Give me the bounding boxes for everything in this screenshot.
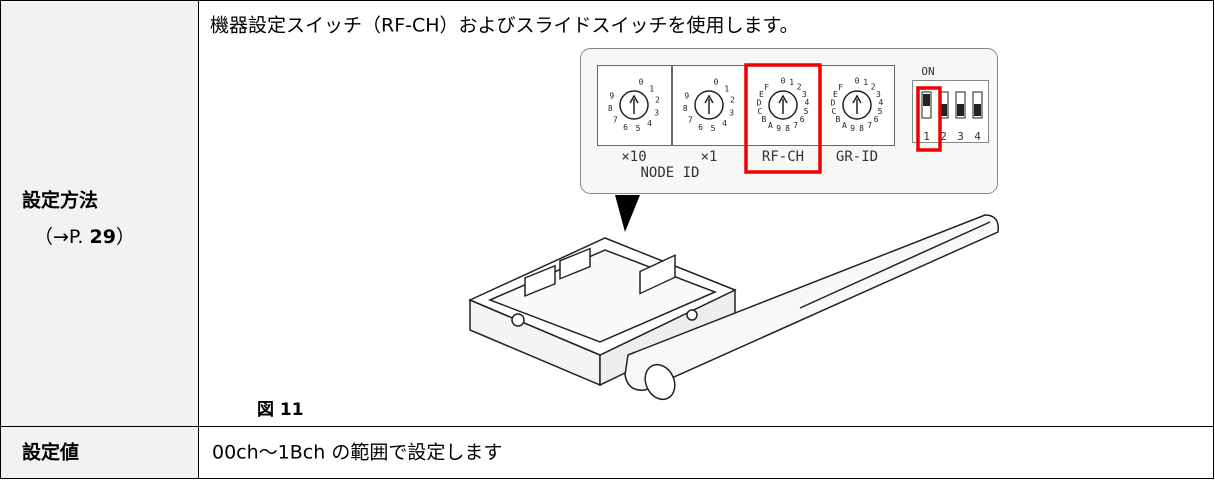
method-label: 設定方法 bbox=[22, 189, 98, 212]
page-ref-suffix: ） bbox=[116, 226, 135, 248]
dial-digit: 0 bbox=[714, 78, 719, 87]
dial-digit: 1 bbox=[789, 78, 794, 87]
dial-label: RF-CH bbox=[762, 149, 804, 165]
dial-digit: B bbox=[762, 115, 767, 124]
dial-digit: D bbox=[757, 98, 762, 107]
dial-digit: 3 bbox=[729, 108, 734, 117]
dial-digit: 9 bbox=[850, 124, 855, 133]
dial-digit: 4 bbox=[647, 119, 652, 128]
dial-digit: A bbox=[842, 121, 847, 130]
dial-digit: D bbox=[831, 98, 836, 107]
dial-digit: 1 bbox=[649, 84, 654, 93]
dial-digit: F bbox=[838, 83, 843, 92]
dial-label: ×1 bbox=[701, 149, 718, 165]
highlight-rf-ch bbox=[744, 63, 822, 174]
value-label: 設定値 bbox=[22, 441, 79, 464]
dial-digit: 3 bbox=[802, 90, 807, 99]
dial-digit: 7 bbox=[793, 121, 798, 130]
dip-knob bbox=[923, 94, 930, 106]
dip-number: 2 bbox=[940, 130, 947, 143]
highlight-dip-1 bbox=[916, 86, 942, 152]
dial-digit: 5 bbox=[878, 107, 883, 116]
dial-digit: 4 bbox=[804, 98, 809, 107]
dip-number: 4 bbox=[974, 130, 981, 143]
dial-arrow bbox=[704, 94, 714, 114]
dial-digit: 2 bbox=[730, 96, 735, 105]
dial-digit: 4 bbox=[878, 98, 883, 107]
dial-digit: 7 bbox=[867, 121, 872, 130]
dial-digit: F bbox=[764, 83, 769, 92]
dial-digit: 9 bbox=[609, 91, 614, 100]
dial-digit: 7 bbox=[613, 115, 618, 124]
figure-caption: 図 11 bbox=[257, 400, 304, 420]
dial-label: GR-ID bbox=[836, 149, 878, 165]
dial-digit: 2 bbox=[871, 83, 876, 92]
dial-digit: 9 bbox=[684, 91, 689, 100]
dial-digit: 8 bbox=[608, 104, 613, 113]
dial-digit: 3 bbox=[876, 90, 881, 99]
dial-digit: E bbox=[833, 90, 838, 99]
dial-digit: 1 bbox=[863, 78, 868, 87]
dial-digit: 5 bbox=[636, 124, 641, 133]
dial-digit: 9 bbox=[776, 124, 781, 133]
dip-knob bbox=[957, 104, 964, 116]
dial-digit: 0 bbox=[639, 78, 644, 87]
dial-digit: 7 bbox=[688, 115, 693, 124]
dip-knob bbox=[940, 104, 947, 116]
dip-number: 3 bbox=[957, 130, 964, 143]
dial-digit: 2 bbox=[797, 83, 802, 92]
label-column bbox=[0, 0, 199, 479]
dial-digit: 6 bbox=[698, 123, 703, 132]
dial-arrow bbox=[852, 94, 862, 114]
node-id-label: NODE ID bbox=[640, 165, 699, 181]
dial-arrow bbox=[629, 94, 639, 114]
dial-digit: 2 bbox=[655, 96, 660, 105]
dial-digit: 0 bbox=[855, 77, 860, 86]
dial-digit: 6 bbox=[874, 115, 879, 124]
dial-digit: C bbox=[832, 107, 837, 116]
dial-digit: 3 bbox=[654, 108, 659, 117]
value-text: 00ch～1Bch の範囲で設定します bbox=[212, 442, 502, 464]
page-ref: （→P. 29） bbox=[34, 226, 135, 248]
dial-label: ×10 bbox=[621, 149, 646, 165]
dial-digit: E bbox=[759, 90, 764, 99]
dial-digit: 1 bbox=[724, 84, 729, 93]
device-illustration bbox=[468, 195, 999, 401]
dial-digit: 8 bbox=[785, 124, 790, 133]
dial-digit: 8 bbox=[859, 124, 864, 133]
dial-digit: A bbox=[768, 121, 773, 130]
dial-digit: B bbox=[836, 115, 841, 124]
page-ref-page: 29 bbox=[90, 226, 116, 248]
dial-digit: C bbox=[758, 107, 763, 116]
page-ref-prefix: （→P. bbox=[34, 226, 90, 248]
dial-digit: 4 bbox=[722, 119, 727, 128]
dial-digit: 5 bbox=[711, 124, 716, 133]
dial-digit: 5 bbox=[804, 107, 809, 116]
dial-digit: 6 bbox=[800, 115, 805, 124]
dial-digit: 8 bbox=[683, 104, 688, 113]
dial-arrow bbox=[778, 94, 788, 114]
dial-digit: 6 bbox=[623, 123, 628, 132]
dial-digit: 0 bbox=[781, 77, 786, 86]
dip-on-label: ON bbox=[921, 65, 934, 78]
method-text: 機器設定スイッチ（RF-CH）およびスライドスイッチを使用します。 bbox=[210, 15, 799, 37]
dip-number: 1 bbox=[923, 130, 930, 143]
dip-knob bbox=[974, 104, 981, 116]
